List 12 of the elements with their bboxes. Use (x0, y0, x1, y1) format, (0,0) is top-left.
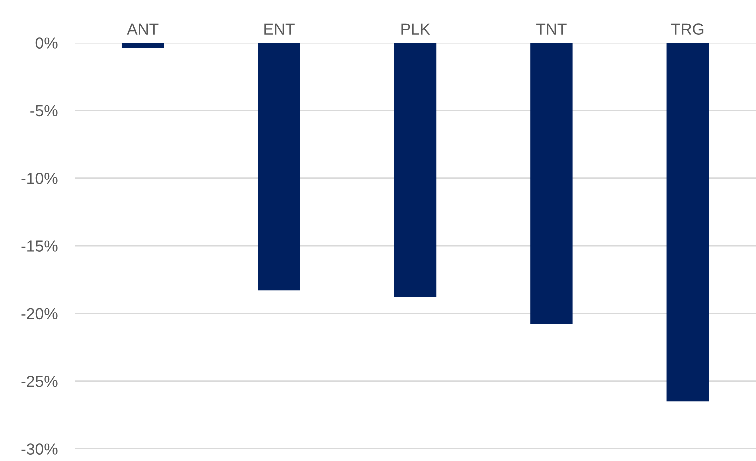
x-tick-label: TRG (671, 24, 704, 35)
y-tick-label: -20% (22, 308, 58, 320)
x-tick-label: PLK (402, 24, 430, 35)
y-tick-label: -30% (22, 444, 58, 455)
x-tick-label: ANT (127, 24, 159, 35)
y-tick-label: -5% (30, 105, 58, 117)
y-tick-label: -10% (22, 172, 58, 184)
y-tick-label: -25% (22, 376, 58, 388)
x-tick-label: ENT (264, 24, 295, 35)
y-tick-label: 0% (36, 38, 58, 49)
y-tick-label: -15% (22, 240, 58, 252)
x-tick-label: TNT (536, 24, 567, 35)
